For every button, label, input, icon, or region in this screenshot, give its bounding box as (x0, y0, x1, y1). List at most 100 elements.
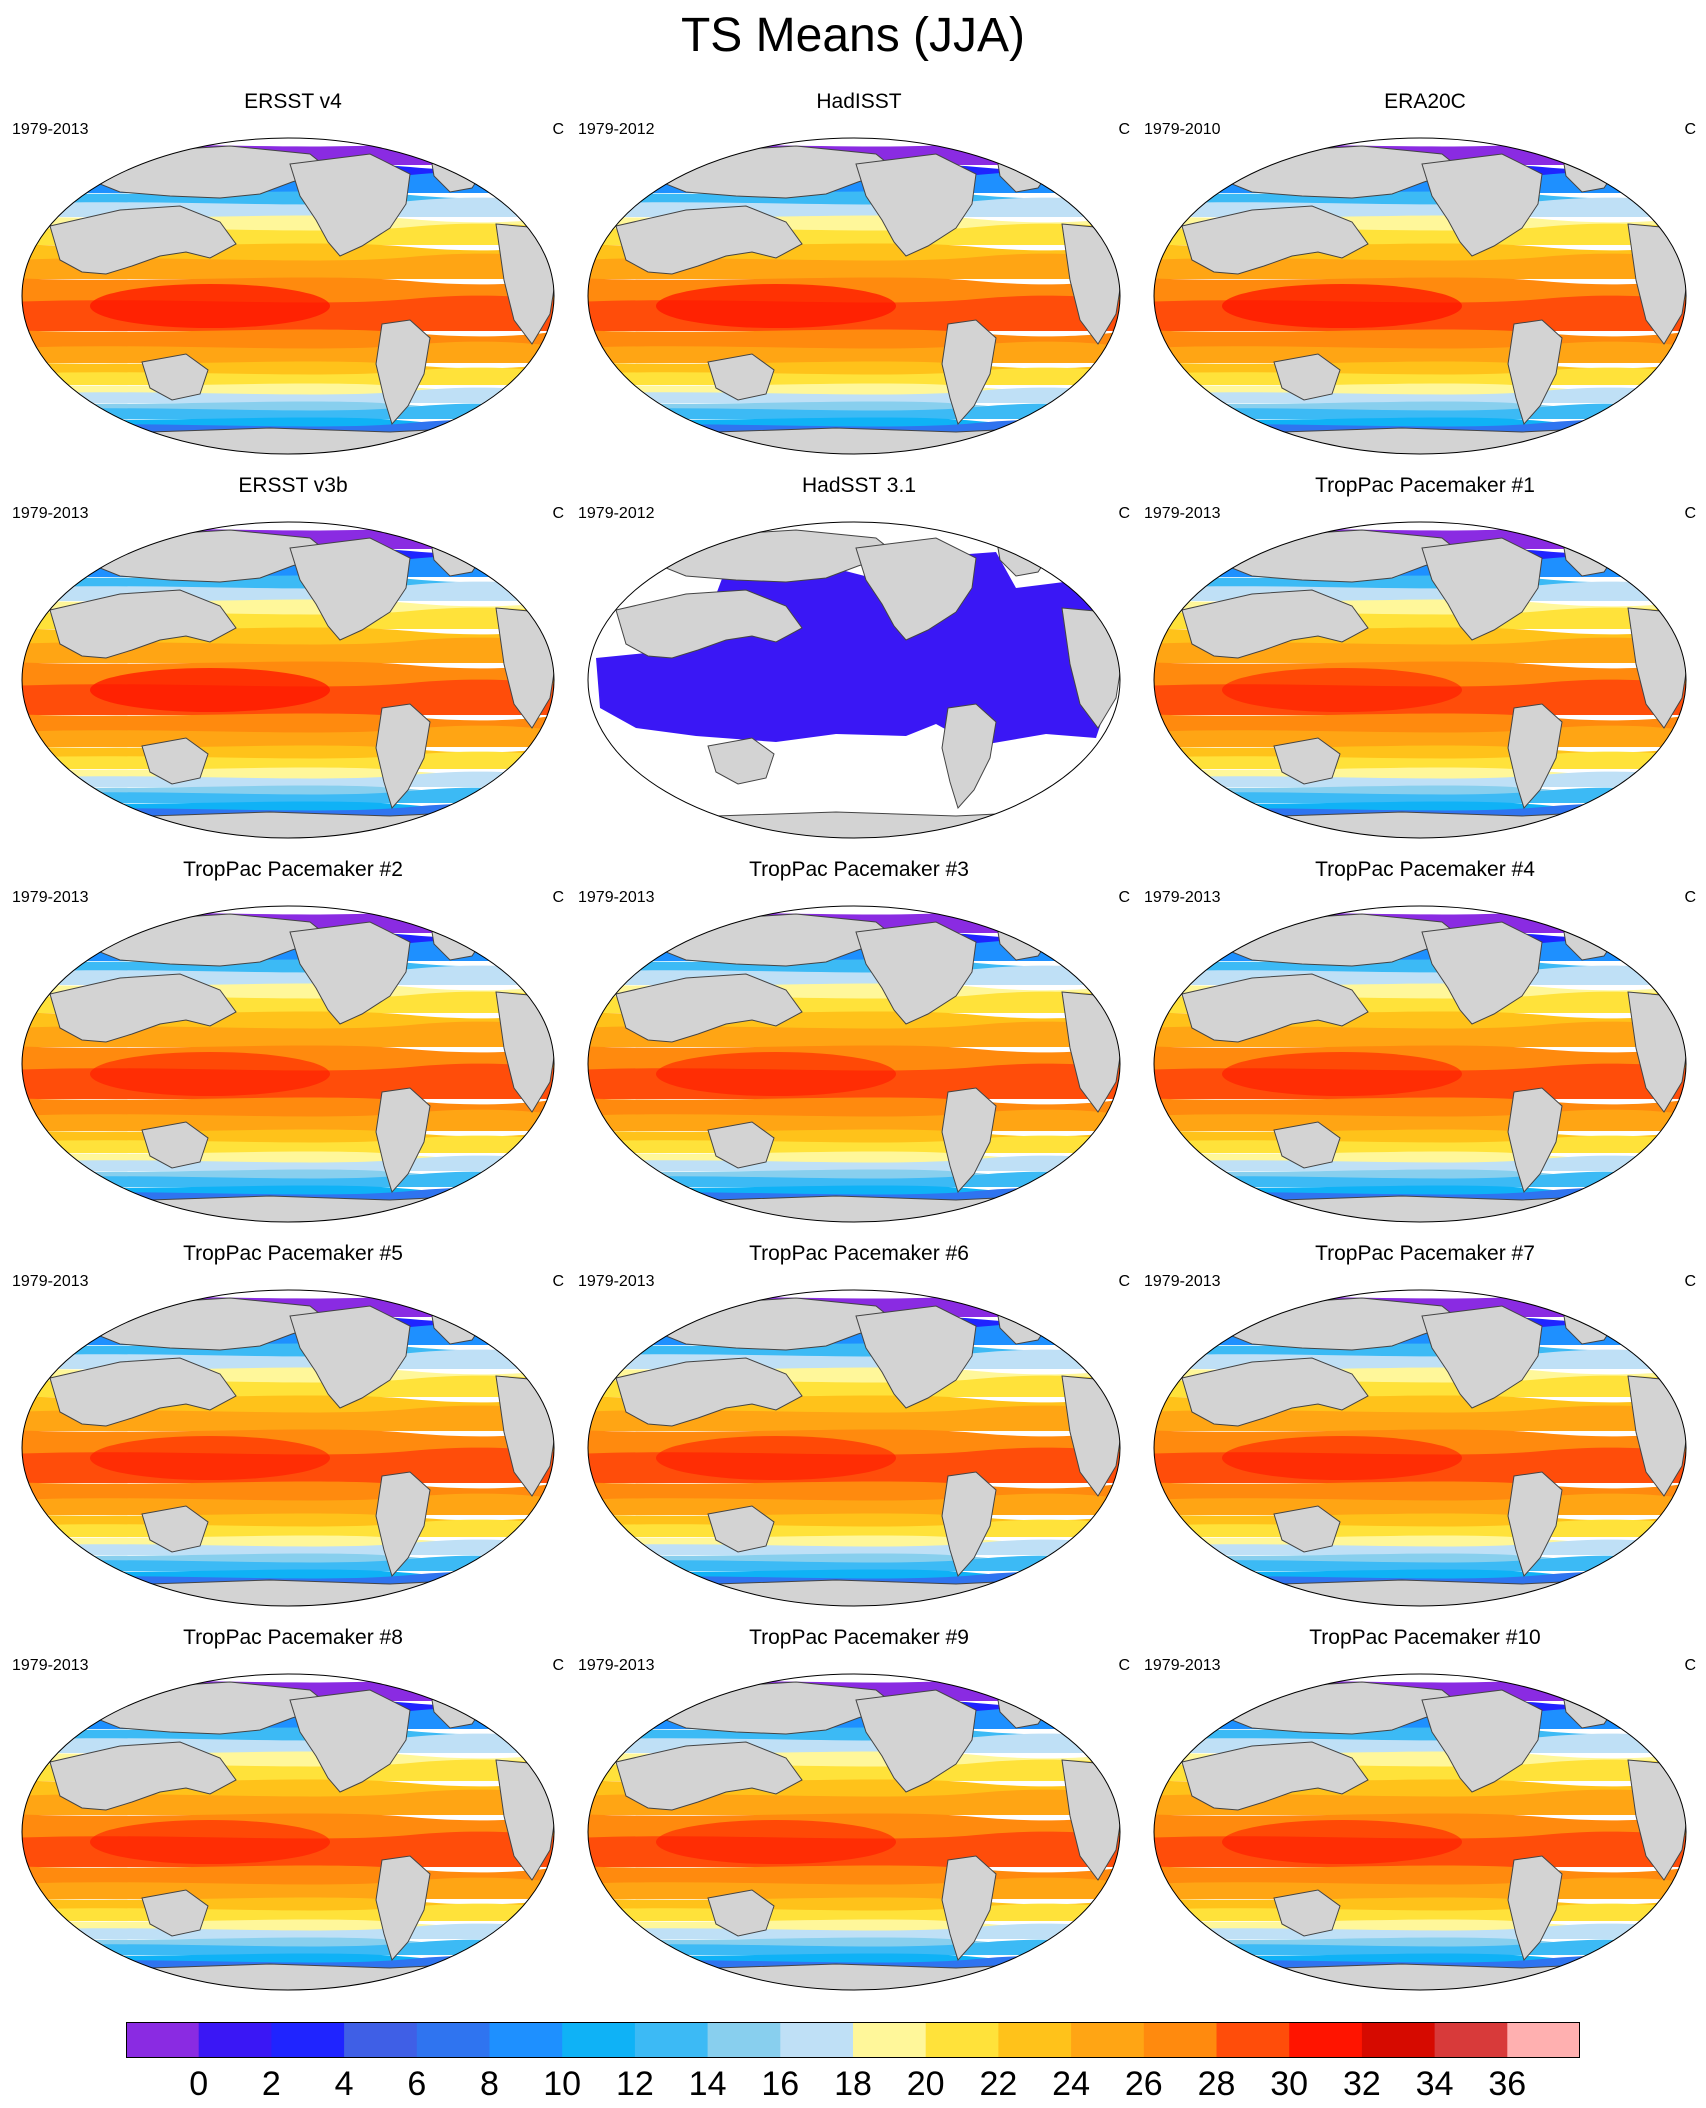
panel-period: 1979-2013 (1144, 1273, 1221, 1290)
landmass (941, 319, 997, 425)
landmass (1273, 353, 1341, 401)
colorbar-swatch (271, 2022, 345, 2058)
sst-contour-band (22, 801, 554, 811)
panel-units: C (1118, 1273, 1130, 1290)
world-map (21, 1289, 555, 1607)
colorbar (126, 2022, 1580, 2058)
map-outline (1153, 905, 1687, 1223)
landmass (289, 1305, 411, 1409)
sst-contour-band (588, 1185, 1120, 1195)
landmass (1181, 205, 1369, 275)
sst-contour-band (588, 1555, 1120, 1571)
sst-contour-band (588, 387, 1120, 403)
panel-title: TropPac Pacemaker #1 (1315, 474, 1535, 497)
colorbar-tick-label: 6 (407, 2065, 427, 2103)
warm-pool (90, 1820, 330, 1864)
landmass (375, 703, 431, 809)
landmass (855, 1305, 977, 1409)
map-panel: TropPac Pacemaker #1 1979-2013 C (1142, 474, 1706, 861)
sst-contour-band (22, 403, 554, 419)
landmass (1181, 1741, 1369, 1811)
map-outline (21, 1673, 555, 1991)
landmass (1507, 319, 1563, 425)
warm-pool (656, 1820, 896, 1864)
map-outline (1153, 1289, 1687, 1607)
colorbar-swatch (1361, 2022, 1436, 2058)
panel-period: 1979-2013 (1144, 889, 1221, 906)
sst-contour-band (1154, 771, 1686, 787)
sst-contour-band (1154, 1171, 1686, 1187)
panel-units: C (1684, 889, 1696, 906)
map-outline (1153, 137, 1687, 455)
landmass (855, 1689, 977, 1793)
sst-contour-band (1154, 417, 1686, 427)
landmass (49, 205, 237, 275)
warm-pool (1222, 1052, 1462, 1096)
panel-period: 1979-2013 (1144, 1657, 1221, 1674)
sst-contour-band (588, 1953, 1120, 1963)
landmass (1421, 153, 1543, 257)
panel-period: 1979-2010 (1144, 121, 1221, 138)
sst-contour-band (22, 787, 554, 803)
map-outline (21, 521, 555, 839)
colorbar-tick-label: 10 (543, 2065, 582, 2103)
map-panel: TropPac Pacemaker #5 1979-2013 C (10, 1242, 576, 1629)
landmass (707, 1889, 775, 1937)
landmass (289, 153, 411, 257)
colorbar-swatch (1507, 2022, 1580, 2058)
panel-units: C (552, 1657, 564, 1674)
panel-period: 1979-2012 (578, 505, 655, 522)
panel-title: TropPac Pacemaker #5 (183, 1242, 403, 1265)
map-panel: TropPac Pacemaker #9 1979-2013 C (576, 1626, 1142, 2013)
landmass (141, 1121, 209, 1169)
panel-units: C (1684, 121, 1696, 138)
map-panel: TropPac Pacemaker #7 1979-2013 C (1142, 1242, 1706, 1629)
landmass (1181, 589, 1369, 659)
landmass (49, 1959, 531, 1990)
panel-period: 1979-2013 (578, 1273, 655, 1290)
map-panel: HadSST 3.1 1979-2012 C (576, 474, 1142, 861)
world-map (21, 521, 555, 839)
sst-contour-band (1154, 1939, 1686, 1955)
colorbar-tick-label: 14 (688, 2065, 727, 2103)
colorbar-swatch (998, 2022, 1072, 2058)
panel-title: HadSST 3.1 (801, 474, 916, 497)
panel-title: TropPac Pacemaker #9 (749, 1626, 969, 1649)
landmass (855, 921, 977, 1025)
colorbar-tick-label: 8 (480, 2065, 499, 2103)
colorbar-swatch (126, 2022, 200, 2058)
panel-units: C (1118, 889, 1130, 906)
sst-contour-band (588, 417, 1120, 427)
world-map (21, 1673, 555, 1991)
panel-units: C (1118, 1657, 1130, 1674)
map-panel: TropPac Pacemaker #6 1979-2013 C (576, 1242, 1142, 1629)
world-map (1153, 1289, 1687, 1607)
sst-contour-band (22, 417, 554, 427)
sst-contour-band (22, 1155, 554, 1171)
sst-contour-band (588, 1539, 1120, 1555)
colorbar-swatch (634, 2022, 709, 2058)
map-panel: HadISST 1979-2012 C (576, 90, 1142, 477)
sst-contour-band (1154, 1569, 1686, 1579)
panel-title: TropPac Pacemaker #8 (183, 1626, 403, 1649)
landmass (707, 737, 775, 785)
map-outline (587, 905, 1121, 1223)
colorbar-tick-label: 4 (334, 2065, 354, 2103)
sst-contour-band (22, 1539, 554, 1555)
colorbar-tick-label: 34 (1415, 2065, 1454, 2103)
sst-contour-band (1154, 403, 1686, 419)
colorbar-swatch (1143, 2022, 1217, 2058)
landmass (615, 589, 803, 659)
landmass (855, 153, 977, 257)
sst-contour-band (1154, 801, 1686, 811)
landmass (1507, 1855, 1563, 1961)
landmass (855, 537, 977, 641)
sst-contour-band (588, 1171, 1120, 1187)
map-panel: ERSST v4 1979-2013 C (10, 90, 576, 477)
landmass (615, 1741, 803, 1811)
warm-pool (656, 284, 896, 328)
landmass (615, 1357, 803, 1427)
sst-contour-band (22, 1939, 554, 1955)
landmass (1181, 1959, 1663, 1990)
landmass (941, 1855, 997, 1961)
